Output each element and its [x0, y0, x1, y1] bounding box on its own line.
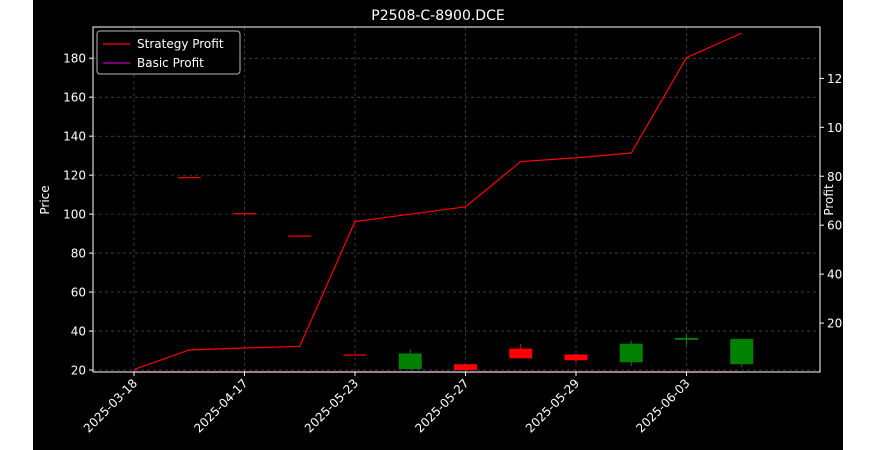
y-tick-label-right: 100 [827, 121, 843, 135]
candle-body [233, 213, 256, 215]
y-tick-label-left: 180 [63, 52, 86, 66]
y-tick-label-right: 120 [827, 72, 843, 86]
chart-title: P2508-C-8900.DCE [371, 8, 504, 24]
y-tick-label-right: 80 [827, 170, 842, 184]
chart-svg: 20 40 60 80 100 120 140 160 180 20 40 60 80 100 120 2… [33, 0, 843, 450]
candle-body [454, 364, 477, 371]
candle-body [398, 353, 422, 370]
y-axis-left: 20 40 60 80 100 120 140 160 180 [63, 52, 93, 378]
y-axis-label-left: Price [38, 185, 52, 214]
y-axis-label-right: Profit [822, 184, 836, 216]
figure-background [33, 0, 843, 450]
y-tick-label-right: 20 [827, 317, 842, 331]
y-tick-label-left: 140 [63, 130, 86, 144]
y-tick-label-left: 100 [63, 208, 86, 222]
legend: Strategy Profit Basic Profit [96, 30, 241, 75]
candle-body [177, 177, 201, 179]
candle-body [619, 343, 643, 363]
series-line-0 [133, 32, 742, 371]
candle-body [509, 348, 533, 359]
candle-body [675, 337, 698, 340]
y-tick-label-right: 60 [827, 219, 842, 233]
y-tick-label-left: 60 [71, 286, 86, 300]
legend-label-basic-profit: Basic Profit [137, 56, 204, 70]
y-tick-label-left: 120 [63, 169, 86, 183]
y-tick-label-left: 160 [63, 91, 86, 105]
y-tick-label-left: 20 [71, 364, 86, 378]
legend-label-strategy-profit: Strategy Profit [137, 37, 224, 51]
y-axis-right: 20 40 60 80 100 120 [820, 72, 843, 331]
y-tick-label-right: 40 [827, 268, 842, 282]
candles [177, 177, 754, 371]
legend-box [96, 30, 241, 75]
y-tick-label-left: 80 [71, 247, 86, 261]
candle-body [730, 338, 754, 365]
candle-body [343, 354, 367, 356]
candle-body [564, 354, 588, 361]
y-tick-label-left: 40 [71, 325, 86, 339]
candle-body [288, 235, 312, 237]
plot-frame [92, 26, 821, 373]
chart-figure: 20 40 60 80 100 120 140 160 180 20 40 60 80 100 120 2… [33, 0, 843, 450]
